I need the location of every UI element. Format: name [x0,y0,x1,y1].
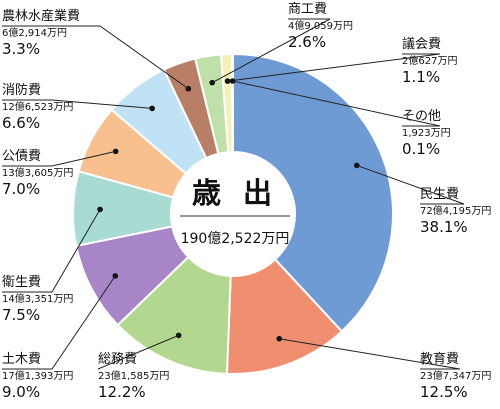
slice-label-amount-6: 12億6,523万円 [2,100,73,113]
slice-label-amount-0: 72億4,195万円 [420,204,491,217]
leader-line-8 [211,18,331,84]
slice-label-name-8: 商工費 [288,2,327,17]
slice-label-percent-3: 9.0% [2,383,40,401]
leader-line-2 [97,334,179,370]
slice-label-name-5: 公債費 [2,149,41,164]
slice-label-amount-5: 13億3,605万円 [2,166,73,179]
slice-label-amount-9: 2億627万円 [402,54,457,67]
leader-line-4 [2,209,101,293]
slice-label-name-7: 農林水産業費 [2,8,80,24]
slice-label-name-1: 教育費 [420,351,459,367]
leader-lines [2,18,465,370]
leader-line-6 [2,99,153,109]
slice-label-percent-0: 38.1% [420,218,468,236]
slice-label-name-10: その他 [402,109,441,124]
slice-label-amount-7: 6億2,914万円 [2,26,67,39]
slice-label-name-2: 総務費 [98,352,137,367]
leader-line-5 [2,150,116,167]
slice-label-amount-8: 4億9,059万円 [288,19,353,32]
slice-10 [230,52,234,154]
donut-slices [72,52,394,375]
slice-label-name-4: 衛生費 [2,275,41,290]
slice-label-amount-3: 17億1,393万円 [2,369,73,382]
leader-line-9 [227,53,441,82]
slice-label-name-6: 消防費 [2,82,41,98]
slice-label-percent-7: 3.3% [2,40,40,58]
leader-line-0 [356,164,465,205]
slice-label-name-9: 議会費 [402,37,441,52]
slice-label-percent-4: 7.5% [2,306,40,324]
slice-label-name-0: 民生費 [420,187,459,202]
slice-label-percent-1: 12.5% [420,383,468,401]
slice-label-percent-8: 2.6% [288,33,326,51]
slice-label-percent-10: 0.1% [402,140,440,158]
slice-0 [232,52,394,333]
slice-label-percent-2: 12.2% [98,383,146,401]
slice-label-percent-9: 1.1% [402,68,440,86]
slice-label-amount-2: 23億1,585万円 [98,369,169,382]
slice-label-percent-5: 7.0% [2,180,40,198]
donut-hole [172,153,294,275]
chart-title: 歳 出 [192,176,278,210]
chart-total: 190億2,522万円 [181,231,290,247]
slice-label-name-3: 土木費 [2,352,41,367]
leader-line-7 [2,25,189,90]
leader-line-1 [279,338,461,370]
slice-label-amount-4: 14億3,351万円 [2,292,73,305]
leader-line-10 [232,80,441,127]
slice-label-amount-10: 1,923万円 [402,128,451,139]
chart-center: 歳 出 190億2,522万円 [180,176,290,247]
slice-label-percent-6: 6.6% [2,114,40,132]
slice-label-amount-1: 23億7,347万円 [420,369,491,382]
leader-line-3 [2,275,116,370]
